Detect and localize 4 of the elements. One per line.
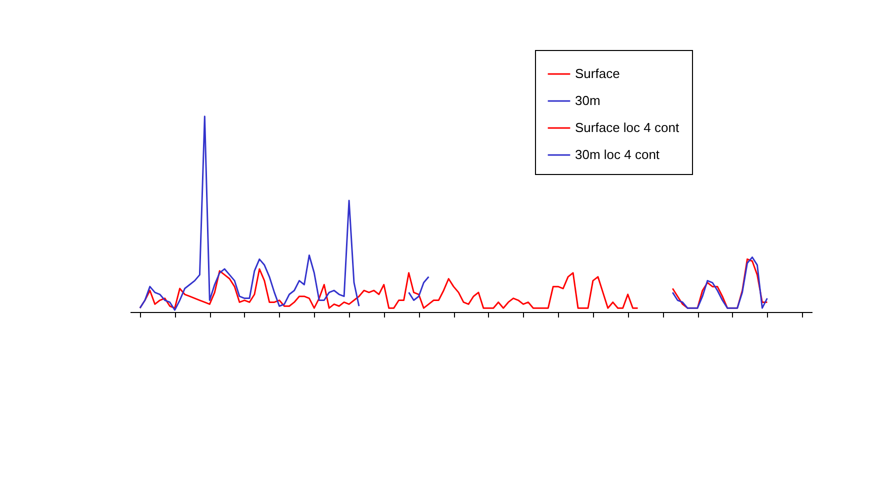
legend-label: 30m loc 4 cont xyxy=(575,147,660,162)
legend-label: 30m xyxy=(575,93,600,108)
legend-label: Surface loc 4 cont xyxy=(575,120,680,135)
legend-label: Surface xyxy=(575,66,620,81)
